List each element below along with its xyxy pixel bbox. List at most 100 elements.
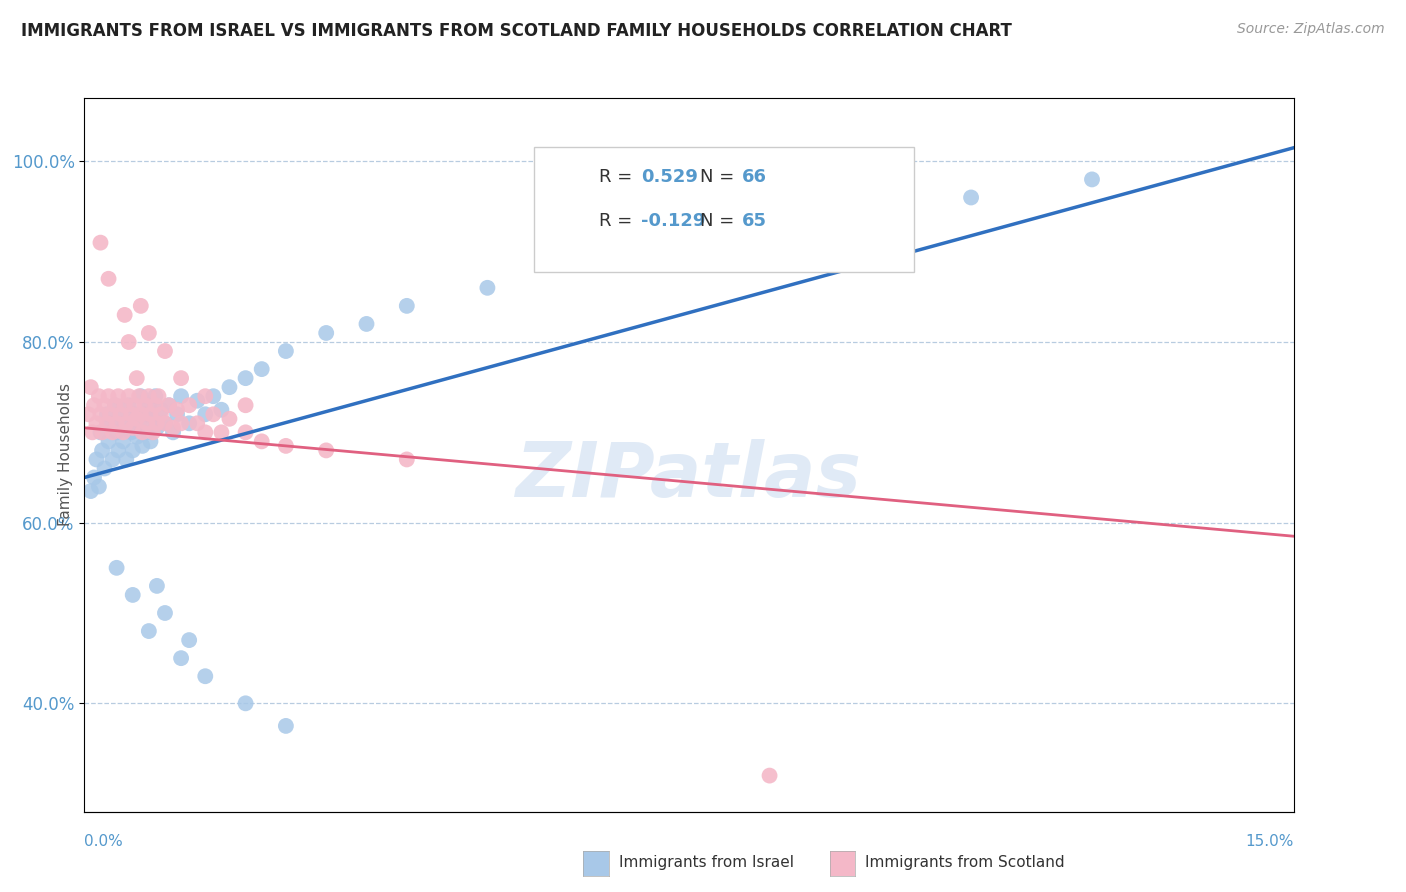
Point <box>114 398 136 412</box>
Point <box>148 389 170 403</box>
Text: Immigrants from Scotland: Immigrants from Scotland <box>865 855 1064 870</box>
Point <box>170 371 193 385</box>
Point <box>86 452 108 467</box>
Point <box>129 389 152 403</box>
Text: 0.0%: 0.0% <box>84 834 124 849</box>
Point <box>131 425 153 440</box>
Point <box>97 272 120 286</box>
Point <box>129 407 152 421</box>
Point <box>143 398 166 412</box>
Text: N =: N = <box>700 212 740 230</box>
Point <box>139 407 162 421</box>
Point <box>89 407 111 421</box>
Point <box>110 407 132 421</box>
Point <box>598 253 620 268</box>
Point <box>91 443 114 458</box>
Point <box>202 389 225 403</box>
Text: 0.529: 0.529 <box>641 168 697 186</box>
Point <box>82 425 104 440</box>
Point <box>138 389 160 403</box>
Point <box>209 402 232 417</box>
Point <box>118 389 141 403</box>
Point <box>202 407 225 421</box>
Point <box>194 389 217 403</box>
Point <box>104 398 127 412</box>
Point <box>186 417 208 431</box>
Text: -0.129: -0.129 <box>641 212 706 230</box>
Point <box>87 479 110 493</box>
Point <box>194 425 217 440</box>
Text: ZIPatlas: ZIPatlas <box>516 440 862 513</box>
Point <box>170 417 193 431</box>
Point <box>179 398 201 412</box>
Point <box>124 398 146 412</box>
Text: Source: ZipAtlas.com: Source: ZipAtlas.com <box>1237 22 1385 37</box>
Point <box>395 452 418 467</box>
Point <box>146 417 169 431</box>
Point <box>125 411 148 425</box>
Point <box>839 209 862 223</box>
Text: IMMIGRANTS FROM ISRAEL VS IMMIGRANTS FROM SCOTLAND FAMILY HOUSEHOLDS CORRELATION: IMMIGRANTS FROM ISRAEL VS IMMIGRANTS FRO… <box>21 22 1012 40</box>
Point <box>97 389 120 403</box>
Point <box>121 443 143 458</box>
Point <box>162 425 184 440</box>
Point <box>179 417 201 431</box>
Point <box>112 434 135 449</box>
Point <box>83 470 105 484</box>
Point <box>157 398 180 412</box>
Y-axis label: Family Households: Family Households <box>58 384 73 526</box>
Point <box>194 407 217 421</box>
Point <box>218 411 240 425</box>
Point <box>101 452 124 467</box>
Point <box>98 417 121 431</box>
Point <box>134 407 156 421</box>
Point <box>477 281 499 295</box>
Point <box>125 430 148 444</box>
Point <box>131 439 153 453</box>
Text: 15.0%: 15.0% <box>1246 834 1294 849</box>
Point <box>274 344 297 359</box>
Point <box>136 417 159 431</box>
Point <box>142 425 165 440</box>
Point <box>274 719 297 733</box>
Point <box>89 235 111 250</box>
Point <box>83 398 105 412</box>
Point <box>86 417 108 431</box>
Point <box>395 299 418 313</box>
Point <box>146 421 169 435</box>
Point <box>209 425 232 440</box>
Point <box>166 402 188 417</box>
Point <box>186 393 208 408</box>
Point <box>114 417 136 431</box>
Point <box>118 398 141 412</box>
Point <box>107 443 129 458</box>
Point <box>114 308 136 322</box>
Point <box>120 425 142 440</box>
Point <box>1081 172 1104 186</box>
Point <box>128 389 150 403</box>
Point <box>153 344 176 359</box>
Point <box>105 425 128 440</box>
Point <box>136 425 159 440</box>
Point <box>105 417 128 431</box>
Text: R =: R = <box>599 212 638 230</box>
Point <box>142 411 165 425</box>
Point <box>356 317 378 331</box>
Point <box>157 398 180 412</box>
Point <box>134 398 156 412</box>
Point <box>138 326 160 340</box>
Point <box>274 439 297 453</box>
Point <box>98 407 121 421</box>
Point <box>80 484 103 499</box>
Point <box>170 651 193 665</box>
Point <box>93 461 115 475</box>
Point <box>110 407 132 421</box>
Point <box>250 362 273 376</box>
Point <box>101 425 124 440</box>
Text: R =: R = <box>599 168 638 186</box>
Point <box>77 407 100 421</box>
Point <box>87 389 110 403</box>
Point <box>120 407 142 421</box>
Point <box>80 380 103 394</box>
Point <box>96 417 118 431</box>
